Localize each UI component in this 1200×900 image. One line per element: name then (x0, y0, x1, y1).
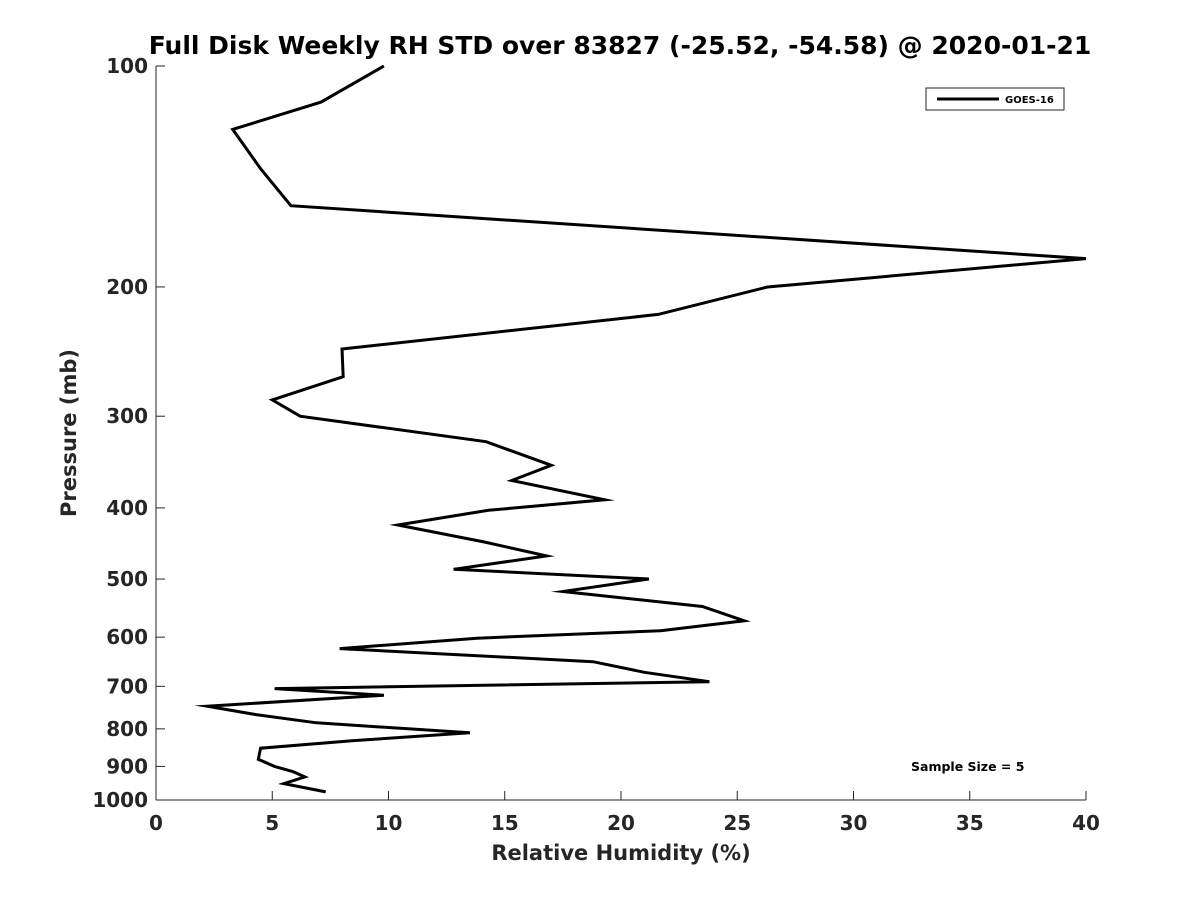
y-tick-label: 700 (106, 674, 148, 698)
series-layer (194, 64, 1087, 794)
x-axis-label: Relative Humidity (%) (491, 841, 750, 865)
x-tick-label: 30 (840, 811, 868, 835)
y-tick-label: 500 (106, 567, 148, 591)
series-line-goes-16 (194, 64, 1087, 794)
chart-title: Full Disk Weekly RH STD over 83827 (-25.… (149, 31, 1092, 60)
x-tick-label: 0 (149, 811, 163, 835)
y-tick-label: 400 (106, 496, 148, 520)
x-tick-label: 10 (375, 811, 403, 835)
legend-label: GOES-16 (1005, 95, 1054, 106)
x-tick-label: 25 (723, 811, 751, 835)
x-tick-label: 40 (1072, 811, 1100, 835)
legend: GOES-16 (925, 87, 1065, 111)
y-tick-label: 900 (106, 754, 148, 778)
y-ticks: 100 200 300 400 500 600 700 800 900 1000 (92, 54, 165, 812)
x-tick-label: 20 (607, 811, 635, 835)
x-tick-label: 35 (956, 811, 984, 835)
y-tick-label: 600 (106, 625, 148, 649)
y-tick-label: 1000 (92, 788, 148, 812)
x-ticks: 0 5 10 15 20 25 30 35 40 (149, 791, 1100, 835)
x-tick-label: 5 (265, 811, 279, 835)
sample-size-annotation: Sample Size = 5 (911, 759, 1024, 774)
y-tick-label: 100 (106, 54, 148, 78)
y-tick-label: 800 (106, 717, 148, 741)
y-tick-label: 200 (106, 275, 148, 299)
x-tick-label: 15 (491, 811, 519, 835)
y-tick-label: 300 (106, 404, 148, 428)
y-axis-label: Pressure (mb) (57, 349, 81, 517)
